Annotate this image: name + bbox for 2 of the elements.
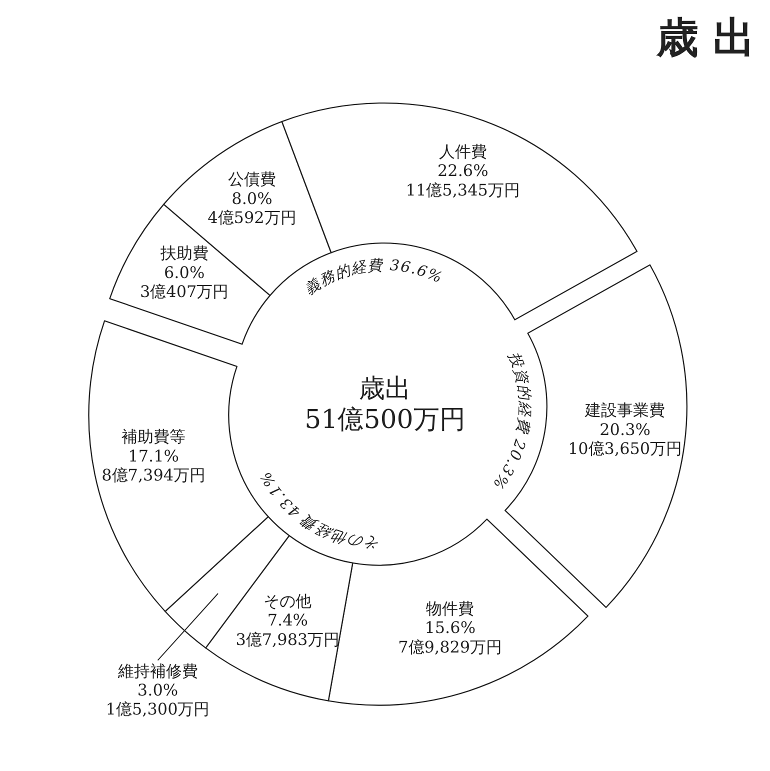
center-label: 歳出 51億500万円 bbox=[304, 374, 466, 436]
chart-title: 歳 出 bbox=[655, 13, 755, 62]
